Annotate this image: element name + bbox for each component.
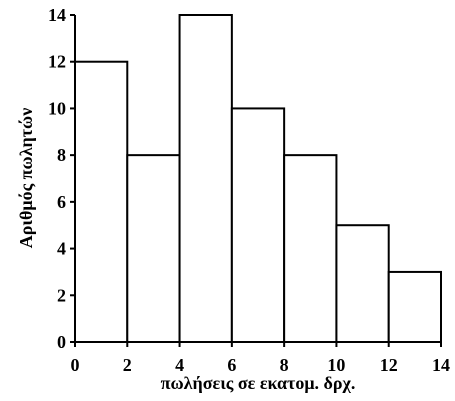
x-tick-label: 6	[227, 355, 236, 375]
axes-group	[74, 15, 442, 343]
histogram-bar-4	[283, 154, 338, 343]
x-tick-label: 2	[123, 355, 132, 375]
y-tick-label: 8	[57, 145, 66, 165]
x-tick-label: 12	[380, 355, 398, 375]
bars-group	[74, 14, 443, 343]
x-tick-label: 14	[432, 355, 450, 375]
y-tick-label: 14	[48, 5, 66, 25]
y-tick-label: 0	[57, 332, 66, 352]
histogram-bar-5	[335, 224, 390, 343]
x-axis-label: πωλήσεις σε εκατομ. δρχ.	[161, 373, 356, 393]
x-tick-label: 10	[327, 355, 345, 375]
y-tick-label: 2	[57, 285, 66, 305]
x-tick-label: 8	[280, 355, 289, 375]
y-tick-label: 6	[57, 192, 66, 212]
histogram-bar-0	[74, 60, 129, 343]
histogram-bar-3	[230, 107, 286, 343]
y-axis-label: Αριθμός πωλητών	[16, 108, 36, 248]
y-tick-label: 12	[48, 52, 66, 72]
ticks-group: 0 2 4 6 8 10 12 14 0 2 4 6 8 10 12 14	[48, 5, 450, 375]
y-tick-label: 4	[57, 239, 66, 259]
y-tick-label: 10	[48, 98, 66, 118]
x-tick-label: 4	[175, 355, 184, 375]
x-tick-label: 0	[71, 355, 80, 375]
histogram-bar-2	[178, 14, 233, 343]
histogram-bar-1	[126, 154, 181, 343]
histogram-bar-6	[387, 270, 443, 343]
